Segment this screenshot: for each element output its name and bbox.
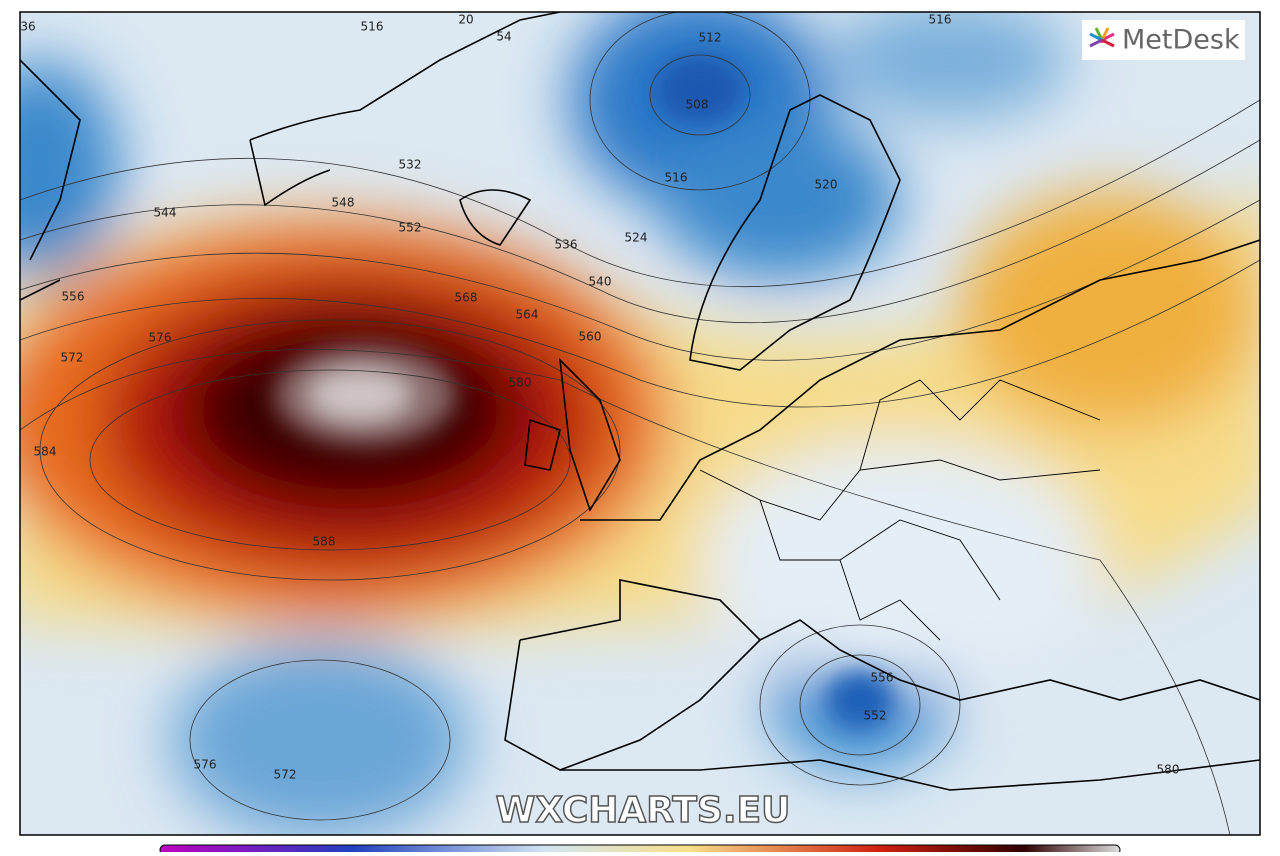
- contour-label: 564: [516, 308, 539, 322]
- color-bar: [159, 844, 1121, 856]
- contour-label: 584: [34, 445, 57, 459]
- contour-label: 20: [458, 13, 473, 27]
- logo-box: [1082, 20, 1245, 60]
- contour-label: 552: [399, 221, 422, 235]
- contour-label: 536: [555, 238, 578, 252]
- contour-label: 532: [399, 158, 422, 172]
- contour-label: 544: [154, 206, 177, 220]
- logo-text: MetDesk: [1122, 25, 1240, 56]
- contour-label: 568: [455, 291, 478, 305]
- coastlines: [20, 12, 1260, 791]
- contour-label: 576: [194, 758, 217, 772]
- logo-icon: [1089, 27, 1115, 48]
- contour-label: 54: [496, 30, 511, 44]
- contour-label: 552: [864, 709, 887, 723]
- contour-label: 540: [589, 275, 612, 289]
- contour-label: 576: [149, 331, 172, 345]
- contour-label: 520: [815, 178, 838, 192]
- contour-label: 572: [61, 351, 84, 365]
- contour-label: 508: [686, 98, 709, 112]
- contour-label: 548: [332, 196, 355, 210]
- contour-label: 560: [579, 330, 602, 344]
- contour-labels: 512 508 516 520 524 532 536 540 544 548 …: [20, 13, 1179, 782]
- contour-label: 580: [1157, 763, 1180, 777]
- contour-label: 580: [509, 376, 532, 390]
- contour-label: 556: [871, 671, 894, 685]
- contour-label: 516: [361, 20, 384, 34]
- contour-label: 512: [699, 31, 722, 45]
- contour-label: 516: [929, 13, 952, 27]
- map-frame: [19, 11, 1261, 836]
- contour-label: 516: [665, 171, 688, 185]
- watermark: WXCHARTS.EU: [496, 790, 791, 831]
- contours: [20, 12, 1260, 835]
- contour-label: 524: [625, 231, 648, 245]
- contour-label: 572: [274, 768, 297, 782]
- logo: MetDesk: [1082, 20, 1245, 60]
- borders: [699, 379, 1101, 641]
- contour-label: 588: [313, 535, 336, 549]
- contour-label: 556: [62, 290, 85, 304]
- contour-label: 36: [20, 20, 35, 34]
